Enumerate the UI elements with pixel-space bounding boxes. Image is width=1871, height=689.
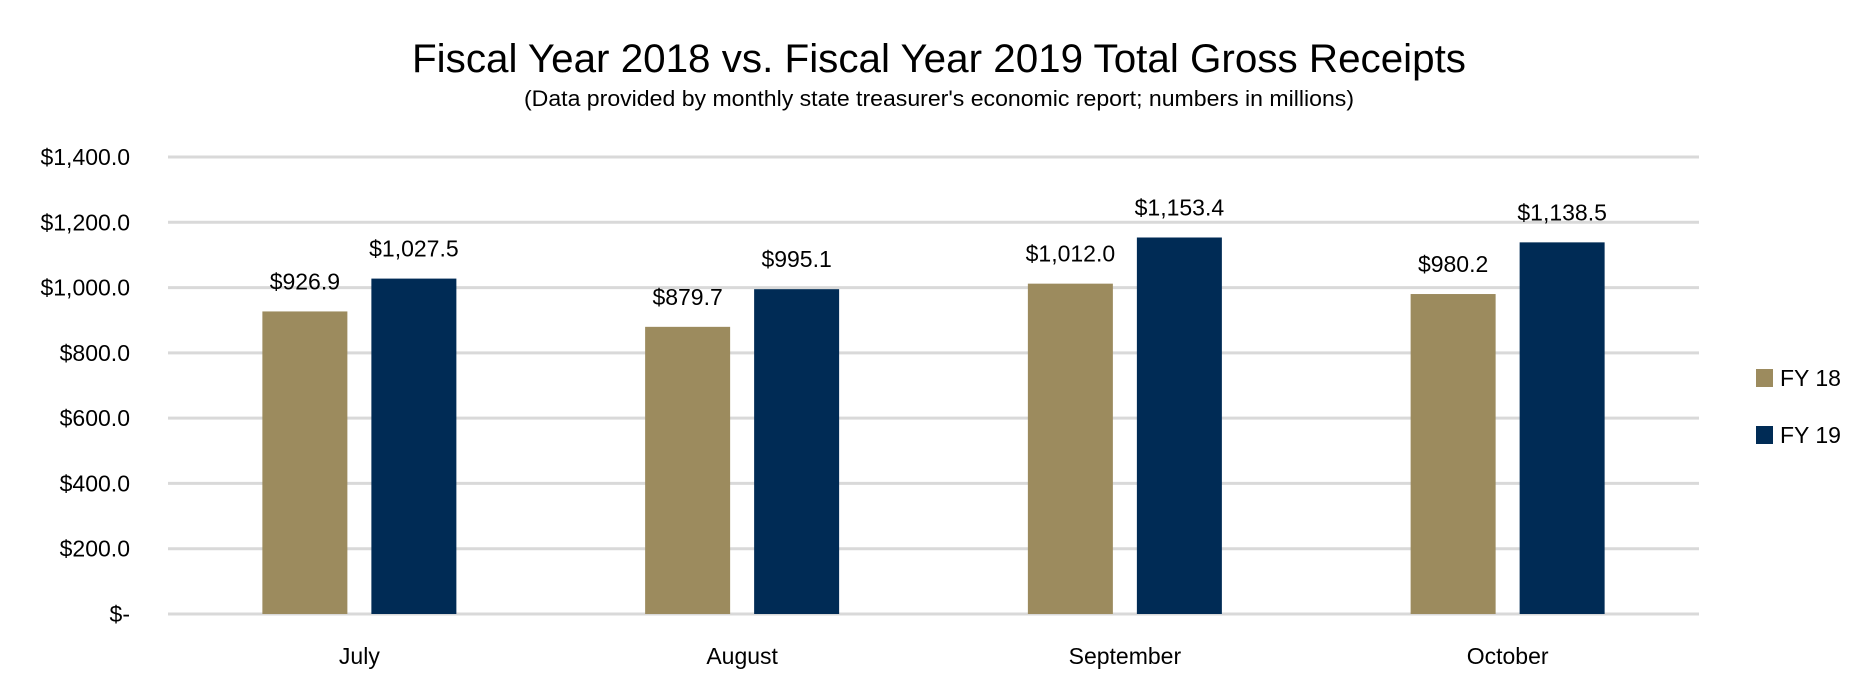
- data-label: $879.7: [652, 284, 722, 310]
- x-tick-label: September: [1069, 643, 1182, 669]
- bar-fy19-october: [1519, 242, 1605, 614]
- bar-fy19-august: [754, 289, 840, 614]
- y-tick-label: $200.0: [60, 536, 130, 562]
- data-label: $995.1: [761, 246, 831, 272]
- y-tick-label: $400.0: [60, 470, 130, 496]
- data-label: $980.2: [1418, 251, 1488, 277]
- data-label: $1,138.5: [1517, 199, 1607, 225]
- y-tick-label: $600.0: [60, 405, 130, 431]
- y-tick-label: $1,000.0: [40, 275, 130, 301]
- bar-fy19-july: [371, 278, 457, 614]
- bar-fy18-august: [645, 326, 731, 614]
- x-tick-label: August: [706, 643, 778, 669]
- chart-subtitle: (Data provided by monthly state treasure…: [524, 86, 1354, 111]
- legend-label: FY 19: [1780, 422, 1841, 448]
- y-tick-label: $800.0: [60, 340, 130, 366]
- bar-fy18-september: [1027, 283, 1113, 614]
- chart-title: Fiscal Year 2018 vs. Fiscal Year 2019 To…: [412, 37, 1466, 81]
- bar-fy18-july: [262, 311, 348, 614]
- legend-swatch: [1756, 426, 1773, 444]
- data-label: $1,153.4: [1135, 194, 1225, 220]
- bar-fy19-september: [1136, 237, 1222, 614]
- data-label: $1,027.5: [369, 236, 459, 262]
- data-label: $1,012.0: [1026, 241, 1116, 267]
- legend-swatch: [1756, 369, 1773, 387]
- y-tick-label: $1,200.0: [40, 209, 130, 235]
- x-tick-label: July: [339, 643, 380, 669]
- y-tick-label: $1,400.0: [40, 144, 130, 170]
- data-label: $926.9: [270, 268, 340, 294]
- legend-label: FY 18: [1780, 365, 1841, 391]
- y-tick-label: $-: [110, 601, 130, 627]
- x-tick-label: October: [1467, 643, 1549, 669]
- bar-fy18-october: [1410, 294, 1496, 614]
